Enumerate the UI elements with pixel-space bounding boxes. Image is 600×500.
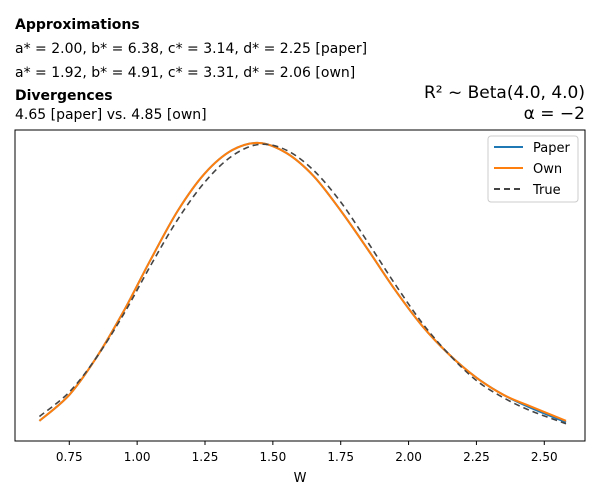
alpha-label: α = −2 <box>523 104 585 124</box>
series-layer <box>38 141 567 425</box>
x-tick-label: 2.25 <box>463 450 490 464</box>
legend-frame <box>487 135 579 203</box>
legend: Paper Own True <box>487 135 579 203</box>
series-line-true <box>38 143 567 425</box>
distribution-label: R² ~ Beta(4.0, 4.0) <box>423 83 585 103</box>
plot-area-frame <box>14 129 586 442</box>
series-line-own <box>38 141 567 422</box>
legend-label-paper: Paper <box>533 141 570 156</box>
legend-label-true: True <box>532 183 561 198</box>
approximation-own-params: a* = 1.92, b* = 4.91, c* = 3.31, d* = 2.… <box>15 65 356 81</box>
x-tick-label: 1.25 <box>192 450 219 464</box>
x-tick-label: 1.50 <box>259 450 286 464</box>
x-tick-label: 0.75 <box>56 450 83 464</box>
x-axis-label: W <box>294 471 307 486</box>
x-tick-label: 2.50 <box>531 450 558 464</box>
divergences-heading: Divergences <box>15 88 113 104</box>
x-tick-label: 1.75 <box>327 450 354 464</box>
x-tick-label: 1.00 <box>124 450 151 464</box>
x-axis-ticks: 0.75 1.00 1.25 1.50 1.75 2.00 2.25 2.50 <box>56 441 558 464</box>
approximation-paper-params: a* = 2.00, b* = 6.38, c* = 3.14, d* = 2.… <box>15 41 368 57</box>
approximations-heading: Approximations <box>15 17 140 33</box>
divergences-values: 4.65 [paper] vs. 4.85 [own] <box>15 107 207 123</box>
x-tick-label: 2.00 <box>395 450 422 464</box>
series-line-paper <box>38 141 567 424</box>
legend-label-own: Own <box>533 162 562 177</box>
